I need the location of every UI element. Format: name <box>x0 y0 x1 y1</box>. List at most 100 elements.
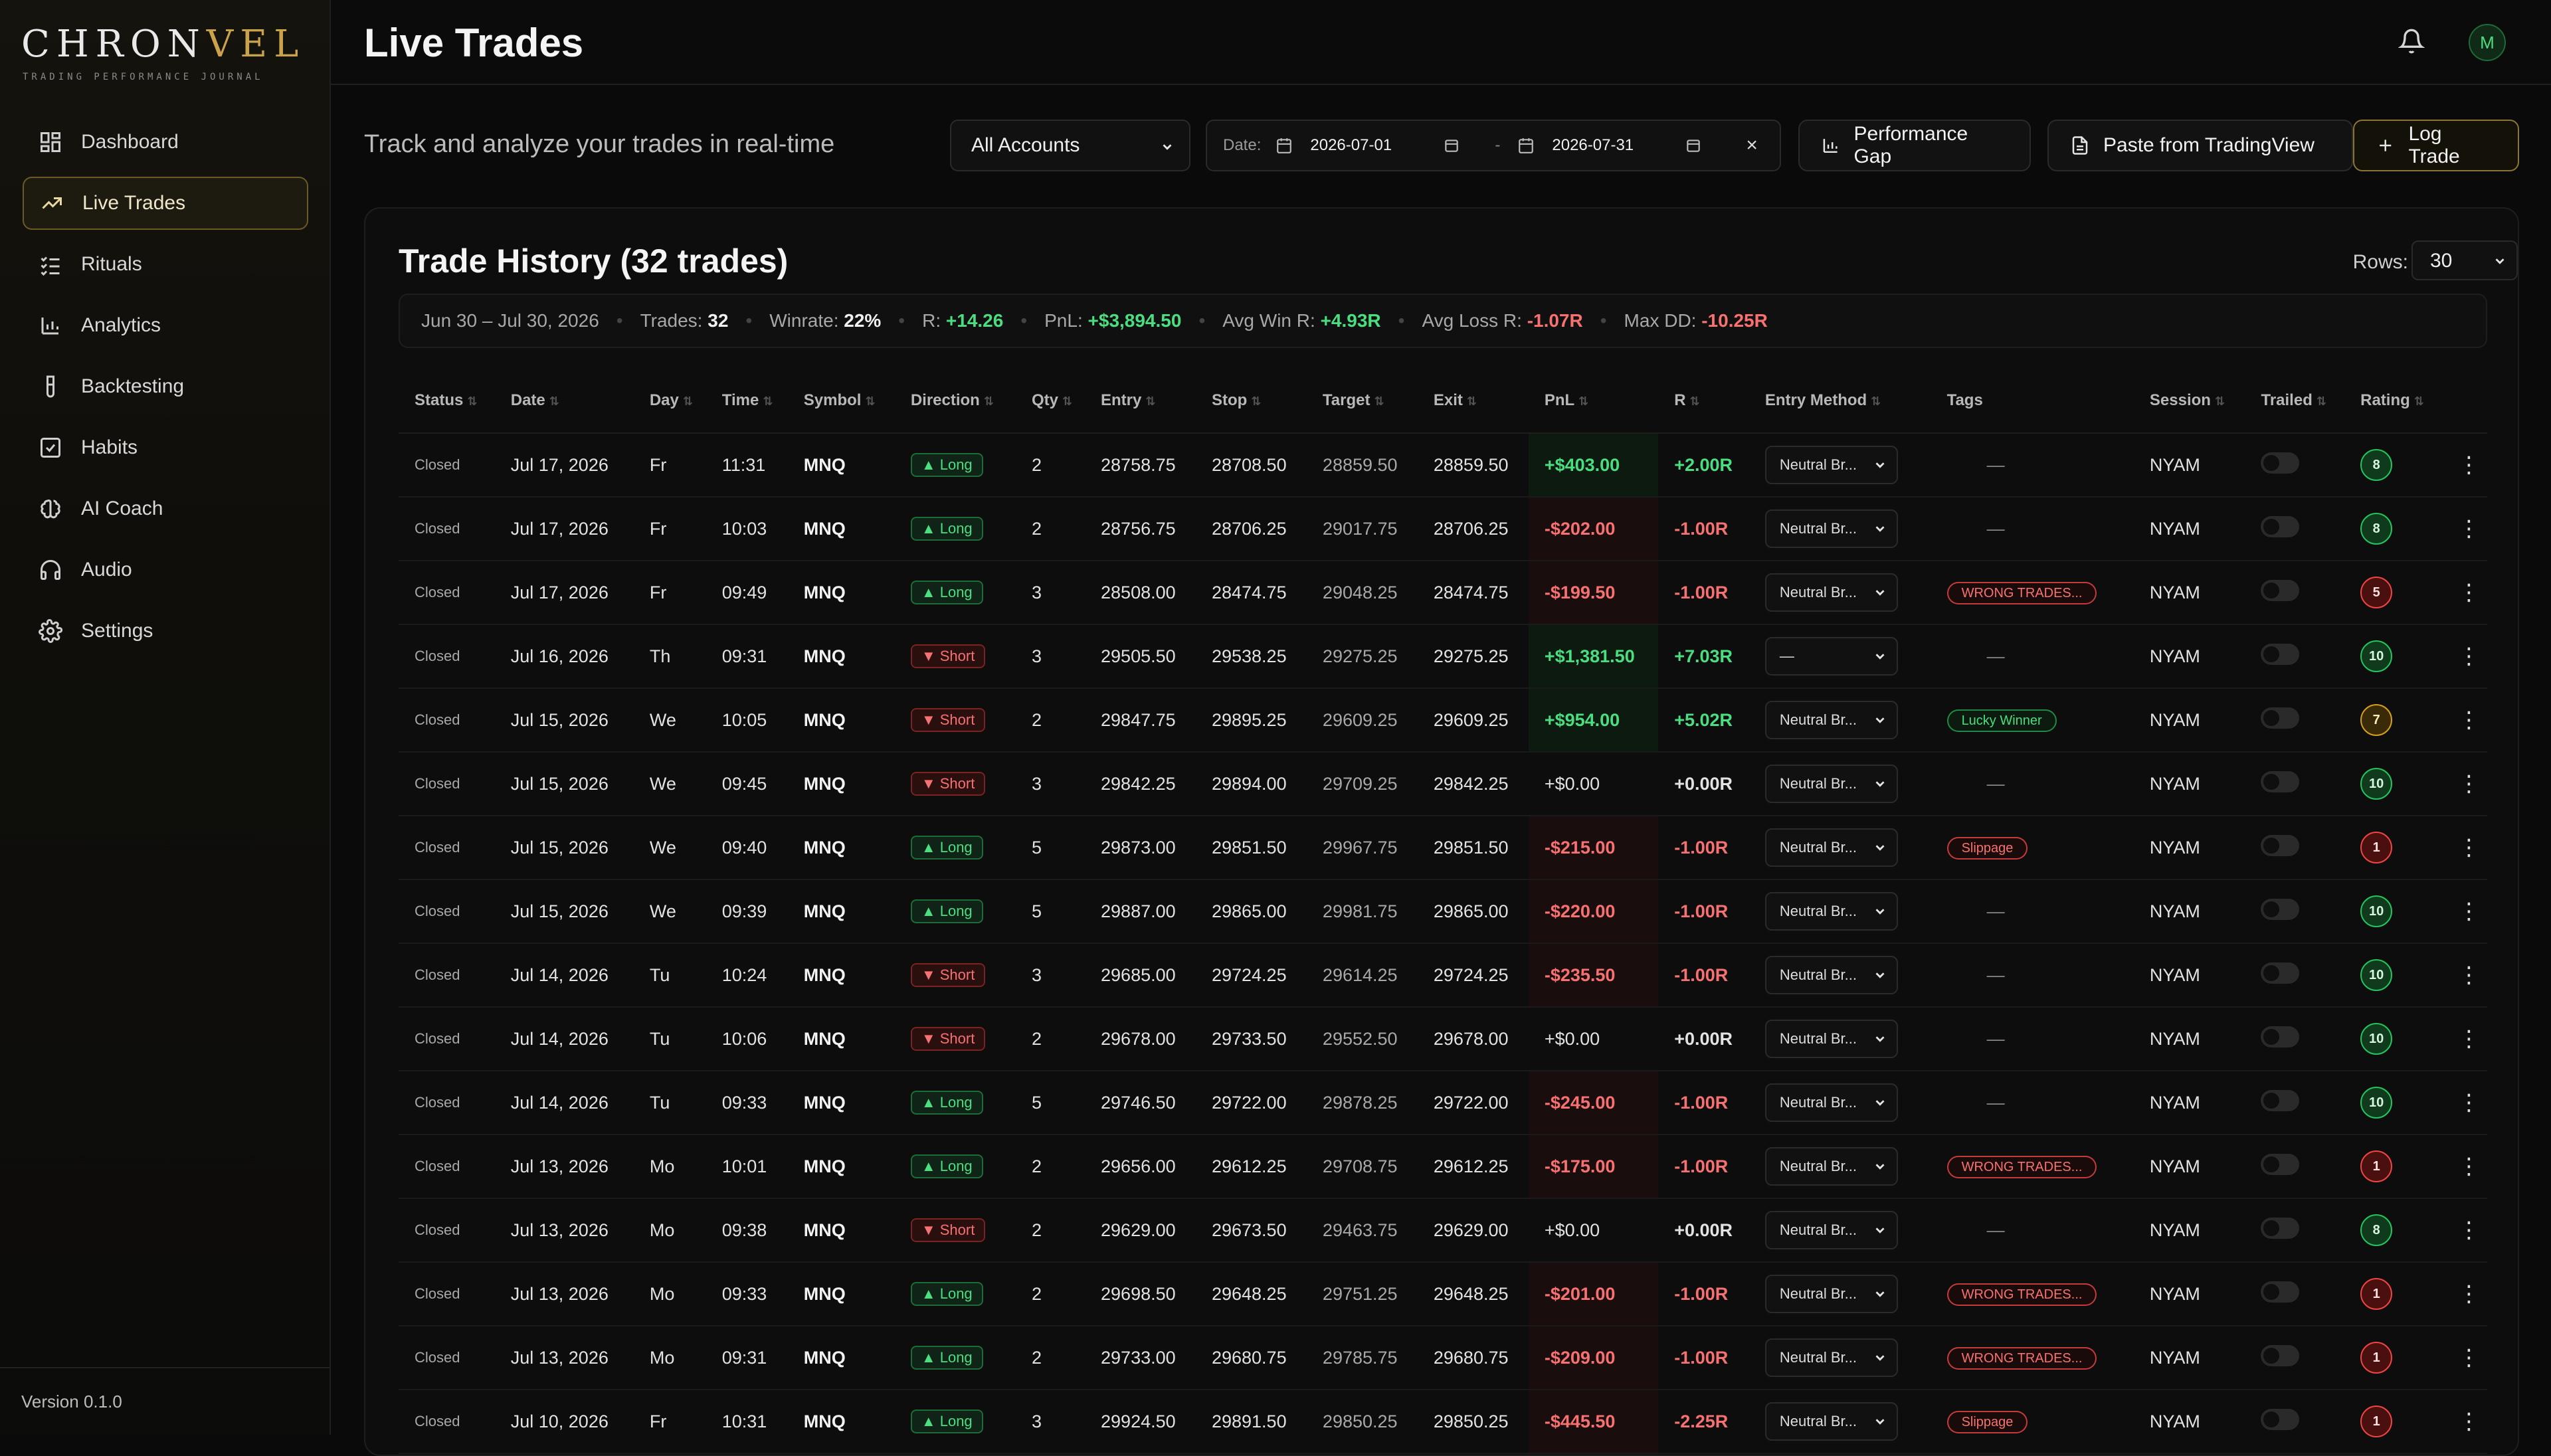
entry-method-select[interactable]: Neutral Br... <box>1764 828 1898 867</box>
column-header-direction[interactable]: Direction ⇅ <box>894 368 1016 434</box>
more-options-icon[interactable]: ⋮ <box>2457 899 2480 924</box>
more-options-icon[interactable]: ⋮ <box>2457 1409 2480 1434</box>
sort-icon[interactable]: ⇅ <box>549 394 559 408</box>
rating-badge[interactable]: 10 <box>2360 1087 2393 1119</box>
log-trade-button[interactable]: Log Trade <box>2353 120 2519 171</box>
tag-badge[interactable]: Slippage <box>1946 1410 2028 1433</box>
sort-icon[interactable]: ⇅ <box>1251 394 1262 408</box>
sort-icon[interactable]: ⇅ <box>1466 394 1477 408</box>
column-header-session[interactable]: Session ⇅ <box>2133 368 2245 434</box>
column-header-day[interactable]: Day ⇅ <box>633 368 706 434</box>
table-row[interactable]: Closed Jul 14, 2026 Tu 10:24 MNQ ▼ Short 3 2968… <box>399 943 2487 1008</box>
entry-method-select[interactable]: Neutral Br... <box>1764 1402 1898 1441</box>
rating-badge[interactable]: 1 <box>2360 1150 2393 1182</box>
sidebar-item-audio[interactable]: Audio <box>23 543 308 596</box>
sort-icon[interactable]: ⇅ <box>1689 394 1700 408</box>
more-options-icon[interactable]: ⋮ <box>2457 1345 2480 1370</box>
table-row[interactable]: Closed Jul 14, 2026 Tu 10:06 MNQ ▼ Short 2 2967… <box>399 1007 2487 1071</box>
table-row[interactable]: Closed Jul 13, 2026 Mo 09:38 MNQ ▼ Short 2 2962… <box>399 1198 2487 1263</box>
table-row[interactable]: Closed Jul 17, 2026 Fr 11:31 MNQ ▲ Long 2 28758… <box>399 433 2487 498</box>
rating-badge[interactable]: 1 <box>2360 1278 2393 1310</box>
sort-icon[interactable]: ⇅ <box>865 394 876 408</box>
entry-method-select[interactable]: Neutral Br... <box>1764 1020 1898 1058</box>
calendar-icon[interactable] <box>1276 137 1293 154</box>
date-to-input[interactable]: 2026-07-31 <box>1552 136 1634 154</box>
tag-badge[interactable]: Slippage <box>1946 836 2028 860</box>
column-header-exit[interactable]: Exit ⇅ <box>1417 368 1529 434</box>
tag-badge[interactable]: WRONG TRADES... <box>1946 1155 2097 1178</box>
rating-badge[interactable]: 8 <box>2360 449 2393 481</box>
trailed-toggle[interactable] <box>2261 707 2300 729</box>
table-row[interactable]: Closed Jul 16, 2026 Th 09:31 MNQ ▼ Short 3 2950… <box>399 624 2487 689</box>
table-row[interactable]: Closed Jul 17, 2026 Fr 10:03 MNQ ▲ Long 2 28756… <box>399 497 2487 561</box>
sort-icon[interactable]: ⇅ <box>467 394 478 408</box>
table-row[interactable]: Closed Jul 15, 2026 We 10:05 MNQ ▼ Short 2 2984… <box>399 688 2487 753</box>
column-header-r[interactable]: R ⇅ <box>1658 368 1749 434</box>
rating-badge[interactable]: 5 <box>2360 577 2393 608</box>
rows-per-page-select[interactable]: 30 <box>2411 240 2518 280</box>
more-options-icon[interactable]: ⋮ <box>2457 1218 2480 1243</box>
tag-badge[interactable]: WRONG TRADES... <box>1946 581 2097 604</box>
entry-method-select[interactable]: Neutral Br... <box>1764 573 1898 612</box>
trailed-toggle[interactable] <box>2261 834 2300 856</box>
entry-method-select[interactable]: Neutral Br... <box>1764 765 1898 803</box>
trailed-toggle[interactable] <box>2261 1026 2300 1047</box>
sort-icon[interactable]: ⇅ <box>1578 394 1589 408</box>
sidebar-item-dashboard[interactable]: Dashboard <box>23 116 308 169</box>
clear-date-icon[interactable]: × <box>1746 134 1758 156</box>
more-options-icon[interactable]: ⋮ <box>2457 1026 2480 1051</box>
column-header-date[interactable]: Date ⇅ <box>494 368 634 434</box>
rating-badge[interactable]: 1 <box>2360 1342 2393 1374</box>
trailed-toggle[interactable] <box>2261 452 2300 474</box>
sort-icon[interactable]: ⇅ <box>2316 394 2326 408</box>
sidebar-item-rituals[interactable]: Rituals <box>23 238 308 291</box>
trailed-toggle[interactable] <box>2261 1408 2300 1430</box>
rating-badge[interactable]: 10 <box>2360 1023 2393 1055</box>
bell-icon[interactable] <box>2398 28 2425 54</box>
date-from-input[interactable]: 2026-07-01 <box>1310 136 1392 154</box>
entry-method-select[interactable]: Neutral Br... <box>1764 892 1898 931</box>
rating-badge[interactable]: 10 <box>2360 640 2393 672</box>
calendar-icon[interactable] <box>1517 137 1535 154</box>
sidebar-item-analytics[interactable]: Analytics <box>23 299 308 352</box>
column-header-entry-method[interactable]: Entry Method ⇅ <box>1748 368 1931 434</box>
more-options-icon[interactable]: ⋮ <box>2457 1154 2480 1179</box>
performance-gap-button[interactable]: Performance Gap <box>1798 120 2031 171</box>
more-options-icon[interactable]: ⋮ <box>2457 771 2480 796</box>
table-row[interactable]: Closed Jul 13, 2026 Mo 10:01 MNQ ▲ Long 2 29656… <box>399 1135 2487 1199</box>
more-options-icon[interactable]: ⋮ <box>2457 707 2480 733</box>
more-options-icon[interactable]: ⋮ <box>2457 835 2480 860</box>
tag-badge[interactable]: WRONG TRADES... <box>1946 1346 2097 1370</box>
column-header-tags[interactable]: Tags <box>1931 368 2134 434</box>
trailed-toggle[interactable] <box>2261 1153 2300 1175</box>
table-row[interactable]: Closed Jul 15, 2026 We 09:40 MNQ ▲ Long 5 29873… <box>399 816 2487 880</box>
more-options-icon[interactable]: ⋮ <box>2457 580 2480 605</box>
table-row[interactable]: Closed Jul 13, 2026 Mo 09:33 MNQ ▲ Long 2 29698… <box>399 1262 2487 1326</box>
table-row[interactable]: Closed Jul 10, 2026 Fr 10:31 MNQ ▲ Long 3 29924… <box>399 1390 2487 1454</box>
more-options-icon[interactable]: ⋮ <box>2457 452 2480 478</box>
tag-badge[interactable]: Lucky Winner <box>1946 709 2057 732</box>
table-row[interactable]: Closed Jul 15, 2026 We 09:39 MNQ ▲ Long 5 29887… <box>399 879 2487 944</box>
column-header-rating[interactable]: Rating ⇅ <box>2344 368 2442 434</box>
more-options-icon[interactable]: ⋮ <box>2457 644 2480 669</box>
trailed-toggle[interactable] <box>2261 1344 2300 1366</box>
sort-icon[interactable]: ⇅ <box>682 394 693 408</box>
trailed-toggle[interactable] <box>2261 1281 2300 1303</box>
column-header-pnl[interactable]: PnL ⇅ <box>1528 368 1659 434</box>
sidebar-item-live-trades[interactable]: Live Trades <box>23 177 308 230</box>
trailed-toggle[interactable] <box>2261 962 2300 984</box>
tag-badge[interactable]: WRONG TRADES... <box>1946 1283 2097 1306</box>
sort-icon[interactable]: ⇅ <box>1374 394 1384 408</box>
column-header-status[interactable]: Status ⇅ <box>399 368 495 434</box>
sidebar-item-habits[interactable]: Habits <box>23 421 308 474</box>
trailed-toggle[interactable] <box>2261 643 2300 665</box>
app-logo[interactable]: CHRONVEL <box>21 23 306 66</box>
entry-method-select[interactable]: Neutral Br... <box>1764 446 1898 484</box>
column-header-qty[interactable]: Qty ⇅ <box>1016 368 1086 434</box>
table-row[interactable]: Closed Jul 15, 2026 We 09:45 MNQ ▼ Short 3 2984… <box>399 752 2487 816</box>
entry-method-select[interactable]: Neutral Br... <box>1764 1147 1898 1186</box>
accounts-select[interactable]: All Accounts <box>950 120 1190 171</box>
rating-badge[interactable]: 1 <box>2360 832 2393 864</box>
column-header-stop[interactable]: Stop ⇅ <box>1195 368 1307 434</box>
entry-method-select[interactable]: Neutral Br... <box>1764 1083 1898 1122</box>
